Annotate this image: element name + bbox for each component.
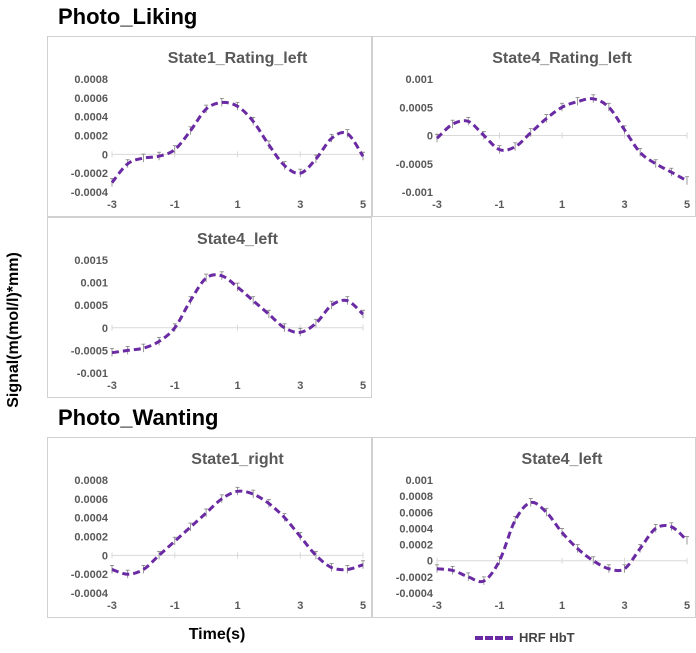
x-tick-label: 1 [234,380,240,392]
y-tick-label: -0.0004 [71,588,109,600]
y-tick-label: 0.0002 [399,540,433,552]
x-tick-label: -3 [107,600,117,612]
x-tick-label: -3 [107,380,117,392]
x-tick-label: 5 [684,600,690,612]
y-tick-label: 0.0008 [74,74,108,86]
y-tick-label: -0.0004 [71,187,109,199]
y-tick-label: 0.0002 [74,131,108,143]
section-title-wanting: Photo_Wanting [58,405,219,430]
y-tick-label: 0.0006 [74,93,108,105]
chart-panel: State1_Rating_left 0.0008 0.0006 0.0004 0.00… [47,36,372,217]
x-tick-label: 3 [297,600,303,612]
y-tick-label: 0.0004 [399,523,434,535]
chart-title: State1_Rating_left [168,50,308,67]
y-tick-label: 0.0008 [74,475,108,487]
y-tick-label: -0.0002 [71,569,108,581]
series-line-hrf-hbt [111,273,365,355]
x-tick-label: -3 [432,600,442,612]
x-tick-label: 5 [360,199,366,211]
x-tick-label: -1 [495,199,505,211]
x-tick-label: -1 [170,380,180,392]
series-line-hrf-hbt [436,500,689,584]
y-tick-label: 0 [102,550,108,562]
x-tick-label: 1 [559,199,565,211]
y-tick-label: 0.0004 [74,513,109,525]
y-tick-label: 0.0004 [74,112,109,124]
chart-svg: State4_left 0.001 0.0008 0.0006 0.0004 0.0002… [396,451,690,612]
chart-panel: State1_right 0.0008 0.0006 0.0004 0.0002 0 -0.… [47,437,372,618]
y-tick-label: 0 [427,131,433,143]
x-tick-label: -3 [432,199,442,211]
chart-title: State4_left [197,231,279,248]
chart-svg: State1_Rating_left 0.0008 0.0006 0.0004 0.00… [71,50,366,211]
x-tick-label: -3 [107,199,117,211]
x-tick-label: -1 [495,600,505,612]
legend-label: HRF HbT [519,630,575,645]
x-tick-label: -1 [170,600,180,612]
y-tick-label: 0.001 [405,74,433,86]
x-tick-label: 5 [684,199,690,211]
y-tick-label: 0.0005 [399,102,433,114]
chart-title: State4_left [522,451,604,468]
x-tick-label: 3 [621,199,627,211]
y-tick-label: 0.0008 [399,491,433,503]
legend-line-swatch [475,635,513,640]
x-tick-label: 3 [297,199,303,211]
y-tick-label: 0.0006 [74,494,108,506]
y-tick-label: 0.001 [80,278,108,290]
series-line-hrf-hbt [435,97,688,183]
y-tick-label: -0.0005 [396,159,433,171]
y-tick-label: 0.0015 [74,255,108,267]
x-tick-label: 1 [234,199,240,211]
x-tick-label: -1 [170,199,180,211]
legend: HRF HbT [475,630,575,645]
section-title-liking: Photo_Liking [58,4,198,29]
y-tick-label: -0.0002 [396,572,433,584]
chart-svg: State4_left 0.0015 0.001 0.0005 0 -0.0005 -0.0… [71,231,366,392]
y-tick-label: 0.0005 [74,300,108,312]
y-tick-label: 0 [102,323,108,335]
x-tick-label: 1 [234,600,240,612]
x-tick-label: 3 [621,600,627,612]
y-tick-label: 0.0006 [399,507,433,519]
chart-title: State1_right [191,451,284,468]
series-line-hrf-hbt [111,489,364,576]
x-axis-label: Time(s) [188,626,246,643]
y-tick-label: 0.001 [405,475,433,487]
chart-panel: State4_left 0.001 0.0008 0.0006 0.0004 0.0002… [372,437,696,618]
chart-panel: State4_Rating_left 0.001 0.0005 0 -0.0005 -0.… [372,36,696,217]
chart-title: State4_Rating_left [492,50,632,67]
chart-svg: State1_right 0.0008 0.0006 0.0004 0.0002 0 -0.… [71,451,366,612]
y-tick-label: 0.0002 [74,532,108,544]
series-line-hrf-hbt [110,100,365,184]
y-tick-label: 0 [427,556,433,568]
y-tick-label: -0.0005 [71,345,108,357]
chart-svg: State4_Rating_left 0.001 0.0005 0 -0.0005 -0.… [396,50,690,211]
y-tick-label: -0.0004 [396,588,434,600]
y-tick-label: -0.001 [77,368,108,380]
x-tick-label: 3 [297,380,303,392]
y-axis-label: Signal(m(mol/l)*mm) [5,252,22,408]
chart-panel: State4_left 0.0015 0.001 0.0005 0 -0.0005 -0.0… [47,217,372,398]
x-tick-label: 1 [559,600,565,612]
y-tick-label: 0 [102,149,108,161]
x-tick-label: 5 [360,380,366,392]
y-tick-label: -0.0002 [71,168,108,180]
y-tick-label: -0.001 [402,187,433,199]
x-tick-label: 5 [360,600,366,612]
